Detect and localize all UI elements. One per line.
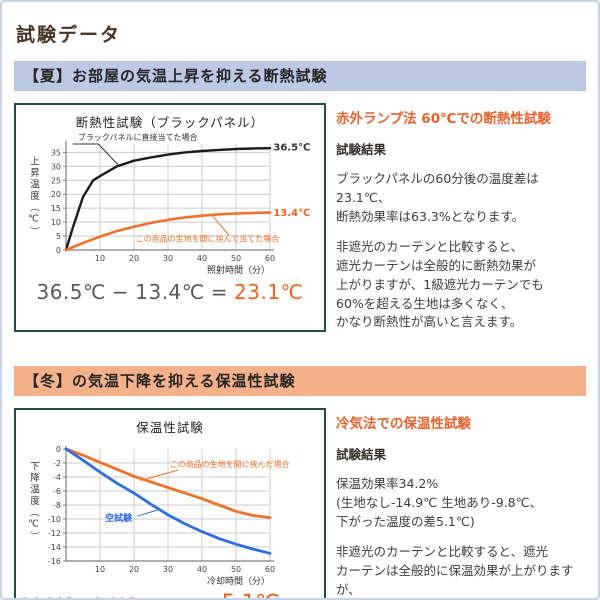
svg-text:-4: -4 xyxy=(53,473,61,482)
svg-text:35: 35 xyxy=(51,148,61,157)
svg-text:30: 30 xyxy=(51,162,61,171)
svg-text:60: 60 xyxy=(265,565,275,574)
svg-text:15: 15 xyxy=(51,204,61,213)
insulation-chart-box: 断熱性試験（ブラックパネル） 上昇温度（℃） 0 5 10 15 20 25 30 35 10 2… xyxy=(14,103,326,332)
insulation-diff-value: 23.1℃ xyxy=(234,280,304,304)
panel-temp-value: 36.5℃ xyxy=(36,280,106,304)
winter-section-header: 【冬】の気温下降を抑える保温性試験 xyxy=(14,366,586,396)
winter-paragraph-1: 保温効果率34.2% (生地なし-14.9℃ 生地あり-9.8℃、 下がった温度… xyxy=(336,476,543,529)
equals-sign: = xyxy=(210,280,229,304)
heat-retention-chart: 0 -2 -4 -6 -8 -10 -12 -14 -16 10 20 30 40 50 60冷却時間（分）… xyxy=(48,445,290,587)
winter-paragraph-2: 非遮光のカーテンと比較すると、遮光 カーテンは全般的に保温効果が上がりますが、 … xyxy=(336,544,574,597)
heat-retention-chart-box: 保温性試験 下降温度（℃） 0 -2 -4 -6 -8 -10 -12 -14 -16 10 20 3… xyxy=(14,408,326,598)
svg-text:5: 5 xyxy=(56,232,61,241)
svg-text:-10: -10 xyxy=(48,515,61,524)
retention-diff-value: 5.1℃ xyxy=(222,591,280,598)
svg-text:10: 10 xyxy=(95,565,105,574)
svg-text:ブラックパネルに直接当てた場合: ブラックパネルに直接当てた場合 xyxy=(78,132,198,142)
heat-retention-chart-y-axis-label: 下降温度（℃） xyxy=(28,461,39,543)
svg-text:-2: -2 xyxy=(53,459,61,468)
summer-result-label: 試験結果 xyxy=(336,142,387,157)
svg-text:50: 50 xyxy=(231,254,241,263)
summer-section: 【夏】お部屋の気温上昇を抑える断熱試験 断熱性試験（ブラックパネル） 上昇温度（… xyxy=(14,61,586,332)
svg-text:40: 40 xyxy=(197,565,207,574)
svg-text:この商品の生地を間に挟んで当てた場合: この商品の生地を間に挟んで当てた場合 xyxy=(136,234,280,244)
winter-info-heading: 冷気法での保温性試験 xyxy=(336,416,471,432)
svg-text:36.5℃: 36.5℃ xyxy=(273,143,310,154)
svg-text:20: 20 xyxy=(51,190,61,199)
svg-text:この商品の生地を間に挟んだ場合: この商品の生地を間に挟んだ場合 xyxy=(170,459,290,469)
summer-paragraph-2: 非遮光のカーテンと比較すると、 遮光カーテンは全般的に断熱効果が 上がりますが、… xyxy=(336,239,544,330)
svg-text:冷却時間（分）: 冷却時間（分） xyxy=(207,575,270,587)
svg-text:30: 30 xyxy=(163,254,173,263)
svg-text:0: 0 xyxy=(56,246,61,255)
svg-text:10: 10 xyxy=(95,254,105,263)
svg-text:0: 0 xyxy=(56,445,61,454)
winter-info-column: 冷気法での保温性試験 試験結果 保温効果率34.2% (生地なし-14.9℃ 生… xyxy=(336,408,586,598)
winter-result-label: 試験結果 xyxy=(336,447,387,462)
svg-text:13.4℃: 13.4℃ xyxy=(273,208,310,219)
insulation-formula: 36.5℃ −13.4℃ = 23.1℃ xyxy=(18,280,322,304)
svg-text:-8: -8 xyxy=(53,501,61,510)
svg-text:25: 25 xyxy=(51,176,61,185)
fabric-temp-value: 13.4℃ xyxy=(135,280,205,304)
svg-text:-6: -6 xyxy=(53,487,61,496)
summer-paragraph-1: ブラックパネルの60分後の温度差は23.1℃、 断熱効果率は63.3%となります… xyxy=(336,171,539,224)
svg-text:空試験: 空試験 xyxy=(105,512,133,524)
svg-text:30: 30 xyxy=(163,565,173,574)
winter-section: 【冬】の気温下降を抑える保温性試験 保温性試験 下降温度（℃） 0 -2 -4 -6 -… xyxy=(14,366,586,598)
fabric-test-temp-value: -9.8℃ xyxy=(87,595,137,598)
page-title: 試験データ xyxy=(16,24,122,46)
svg-text:50: 50 xyxy=(231,565,241,574)
svg-text:60: 60 xyxy=(265,254,275,263)
svg-text:照射時間（分）: 照射時間（分） xyxy=(207,264,270,276)
insulation-chart-title: 断熱性試験（ブラックパネル） xyxy=(75,115,265,130)
empty-test-temp-value: -14.9℃ xyxy=(14,595,75,598)
svg-text:-12: -12 xyxy=(48,529,61,538)
heat-retention-formula: -14.9℃ が -9.8℃ に抑えられました。 5.1℃ の保温効果 xyxy=(14,591,322,598)
svg-text:20: 20 xyxy=(129,254,139,263)
svg-text:10: 10 xyxy=(51,218,61,227)
svg-text:20: 20 xyxy=(129,565,139,574)
heat-retention-chart-title: 保温性試験 xyxy=(136,420,204,435)
summer-section-header: 【夏】お部屋の気温上昇を抑える断熱試験 xyxy=(14,61,586,91)
svg-text:-16: -16 xyxy=(48,557,61,566)
summer-info-heading: 赤外ランプ法 60℃での断熱性試験 xyxy=(336,111,551,127)
summer-info-column: 赤外ランプ法 60℃での断熱性試験 試験結果 ブラックパネルの60分後の温度差は… xyxy=(336,103,586,332)
minus-operator: − xyxy=(111,280,130,304)
svg-text:-14: -14 xyxy=(48,543,61,552)
svg-text:40: 40 xyxy=(197,254,207,263)
insulation-chart-y-axis-label: 上昇温度（℃） xyxy=(28,156,39,238)
